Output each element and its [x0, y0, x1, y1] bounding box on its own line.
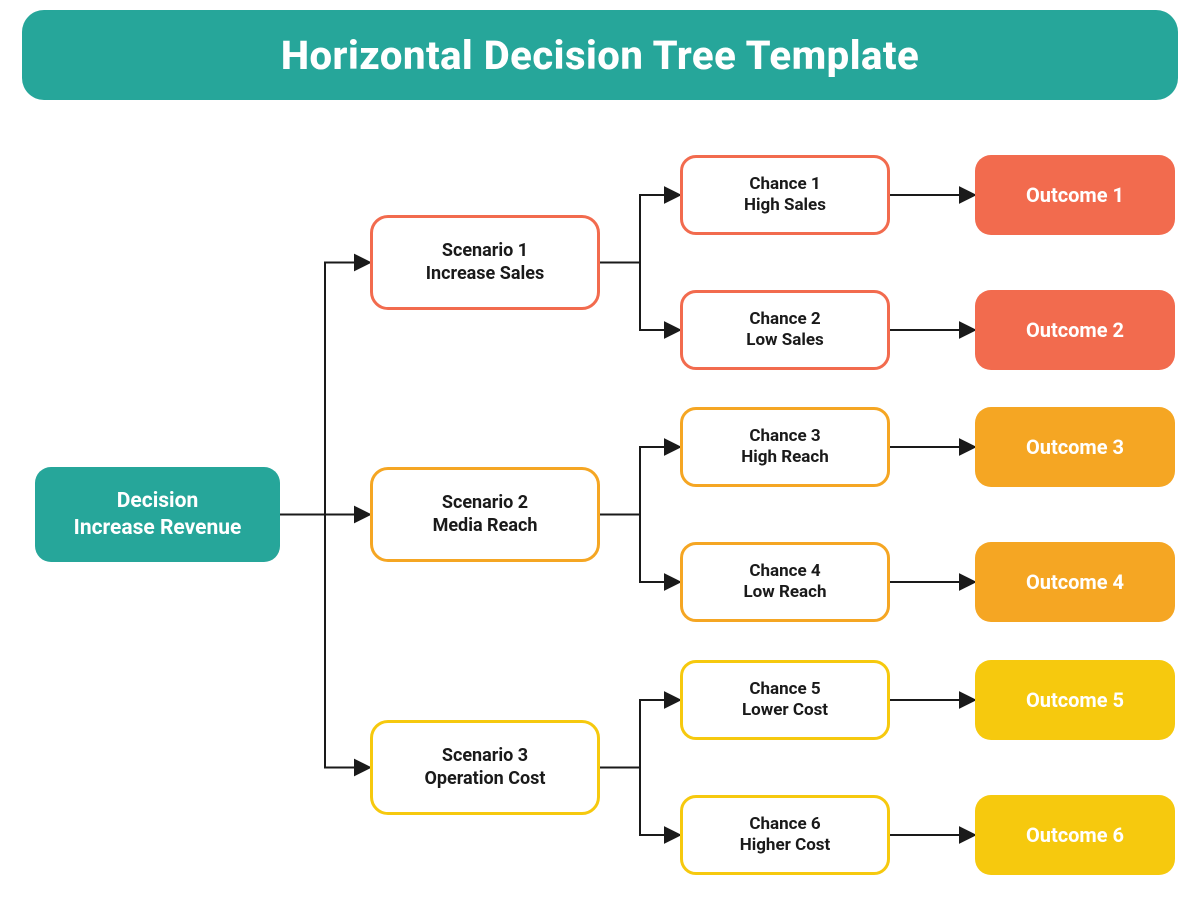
chance-1-node: Chance 1 High Sales	[680, 155, 890, 235]
page-canvas: Horizontal Decision Tree Template Decisi…	[0, 0, 1200, 909]
outcome-2-node: Outcome 2	[975, 290, 1175, 370]
chance-3-line2: High Reach	[741, 447, 829, 468]
outcome-6-label: Outcome 6	[1026, 823, 1124, 848]
scenario-2-node: Scenario 2 Media Reach	[370, 467, 600, 562]
chance-3-node: Chance 3 High Reach	[680, 407, 890, 487]
scenario-3-node: Scenario 3 Operation Cost	[370, 720, 600, 815]
outcome-4-node: Outcome 4	[975, 542, 1175, 622]
scenario-2-line1: Scenario 2	[442, 492, 528, 515]
outcome-5-node: Outcome 5	[975, 660, 1175, 740]
scenario-2-line2: Media Reach	[433, 515, 538, 538]
decision-line2: Increase Revenue	[74, 515, 242, 541]
outcome-3-label: Outcome 3	[1026, 435, 1124, 460]
chance-6-line1: Chance 6	[749, 814, 820, 835]
chance-4-node: Chance 4 Low Reach	[680, 542, 890, 622]
scenario-1-line1: Scenario 1	[442, 240, 528, 263]
scenario-3-line1: Scenario 3	[442, 745, 528, 768]
outcome-4-label: Outcome 4	[1026, 570, 1124, 595]
chance-1-line2: High Sales	[744, 195, 826, 216]
scenario-1-node: Scenario 1 Increase Sales	[370, 215, 600, 310]
chance-5-line1: Chance 5	[749, 679, 820, 700]
chance-3-line1: Chance 3	[749, 426, 820, 447]
chance-2-line1: Chance 2	[749, 309, 820, 330]
outcome-6-node: Outcome 6	[975, 795, 1175, 875]
chance-2-node: Chance 2 Low Sales	[680, 290, 890, 370]
chance-6-line2: Higher Cost	[740, 835, 831, 856]
outcome-5-label: Outcome 5	[1026, 688, 1124, 713]
outcome-1-node: Outcome 1	[975, 155, 1175, 235]
scenario-3-line2: Operation Cost	[424, 768, 545, 791]
decision-node: Decision Increase Revenue	[35, 467, 280, 562]
chance-5-node: Chance 5 Lower Cost	[680, 660, 890, 740]
chance-5-line2: Lower Cost	[742, 700, 828, 721]
chance-4-line1: Chance 4	[749, 561, 820, 582]
outcome-1-label: Outcome 1	[1026, 183, 1124, 208]
decision-line1: Decision	[117, 488, 198, 514]
title-bar: Horizontal Decision Tree Template	[22, 10, 1178, 100]
chance-6-node: Chance 6 Higher Cost	[680, 795, 890, 875]
chance-2-line2: Low Sales	[746, 330, 823, 351]
title-text: Horizontal Decision Tree Template	[281, 32, 919, 79]
chance-4-line2: Low Reach	[743, 582, 826, 603]
outcome-2-label: Outcome 2	[1026, 318, 1124, 343]
outcome-3-node: Outcome 3	[975, 407, 1175, 487]
scenario-1-line2: Increase Sales	[426, 263, 544, 286]
chance-1-line1: Chance 1	[749, 174, 820, 195]
